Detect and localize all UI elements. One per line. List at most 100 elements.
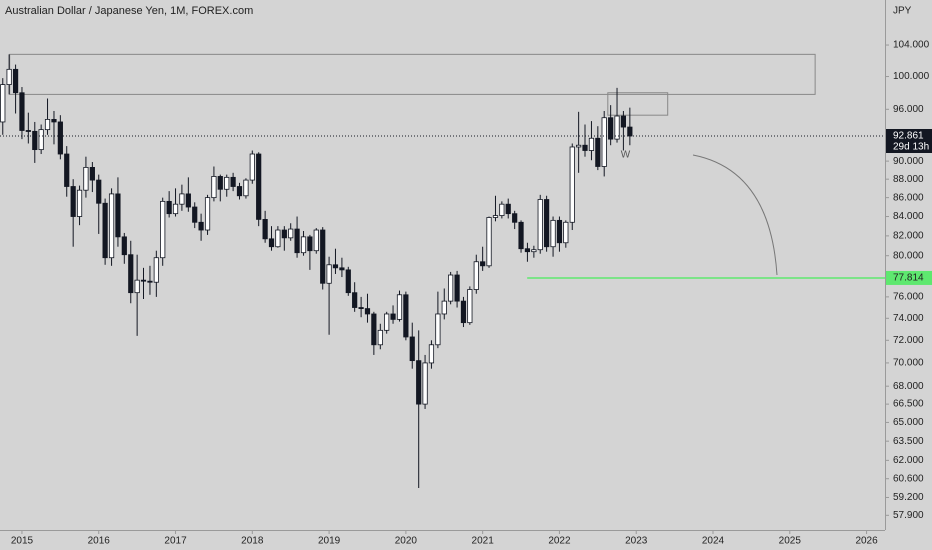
candle-body xyxy=(38,129,44,151)
candle-body xyxy=(422,362,428,405)
candle-body xyxy=(281,229,287,239)
candle-body xyxy=(185,193,191,208)
candle-body xyxy=(268,238,275,248)
candle-body xyxy=(409,336,415,362)
candle-body xyxy=(358,307,364,309)
candle-body xyxy=(313,229,319,252)
candle-body xyxy=(262,218,268,240)
candle-body xyxy=(179,193,185,205)
candle-body xyxy=(505,203,511,215)
candle-body xyxy=(582,144,588,151)
candle-body xyxy=(460,300,467,324)
candle-body xyxy=(614,115,620,140)
chart-title: Australian Dollar / Japanese Yen, 1M, FO… xyxy=(5,5,253,17)
candle-body xyxy=(377,329,383,346)
candle-body xyxy=(192,206,198,223)
y-tick-label: 86.000 xyxy=(893,192,924,203)
projection-arrow xyxy=(692,154,778,276)
candle-body xyxy=(524,248,531,253)
x-tick-label: 2021 xyxy=(472,536,495,547)
y-tick-label: 104.000 xyxy=(893,40,930,51)
y-tick-label: 59.200 xyxy=(893,492,924,503)
candle-body xyxy=(499,203,505,216)
candle-body xyxy=(140,279,147,282)
candle-body xyxy=(492,215,499,218)
y-tick-label: 90.000 xyxy=(893,156,924,167)
y-tick-label: 65.000 xyxy=(893,417,924,428)
candle-body xyxy=(102,202,108,259)
candle-body xyxy=(620,115,627,128)
candle-body xyxy=(166,200,172,215)
candle-body xyxy=(211,176,217,199)
y-tick-label: 68.000 xyxy=(893,381,924,392)
candle-body xyxy=(531,249,537,253)
candle-body xyxy=(0,84,6,123)
candle-body xyxy=(352,292,358,308)
candle-body xyxy=(108,193,115,259)
candle-body xyxy=(416,360,422,405)
y-tick-label: 80.000 xyxy=(893,250,924,261)
candle-body xyxy=(512,213,518,223)
candle-body xyxy=(563,221,569,244)
y-tick-label: 63.500 xyxy=(893,436,924,447)
candle-body xyxy=(569,146,575,223)
candle-body xyxy=(57,121,63,155)
candle-body xyxy=(32,130,38,151)
candle-body xyxy=(601,117,607,167)
candle-body xyxy=(390,313,396,320)
candle-body xyxy=(441,300,447,315)
candle-body xyxy=(300,236,307,254)
candle-body xyxy=(448,274,454,302)
candle-body xyxy=(224,176,230,190)
candle-body xyxy=(153,257,159,283)
candle-body xyxy=(307,236,313,252)
x-tick-label: 2024 xyxy=(702,536,725,547)
y-tick-label: 57.900 xyxy=(893,510,924,521)
candle-body xyxy=(454,274,460,302)
candle-body xyxy=(288,228,294,239)
x-tick-label: 2015 xyxy=(11,536,34,547)
candle-body xyxy=(76,189,83,217)
candle-body xyxy=(384,313,390,331)
y-tick-label: 82.000 xyxy=(893,231,924,242)
candle-body xyxy=(627,126,633,137)
countdown-label: 29d 13h xyxy=(893,142,929,153)
candle-body xyxy=(595,137,601,167)
candle-body xyxy=(160,200,166,259)
candle-body xyxy=(371,313,377,346)
candle-body xyxy=(332,264,339,269)
candle-body xyxy=(44,119,51,131)
y-tick-label: 84.000 xyxy=(893,211,924,222)
x-tick-label: 2026 xyxy=(855,536,878,547)
candle-body xyxy=(217,176,223,190)
y-tick-label: 76.000 xyxy=(893,292,924,303)
candle-body xyxy=(70,186,76,217)
candle-body xyxy=(320,229,326,284)
y-tick-label: 70.000 xyxy=(893,358,924,369)
y-tick-label: 88.000 xyxy=(893,174,924,185)
x-tick-label: 2023 xyxy=(625,536,648,547)
candle-body xyxy=(236,186,243,197)
candle-body xyxy=(326,264,332,284)
level-label: 77.814 xyxy=(893,273,924,284)
x-tick-label: 2016 xyxy=(88,536,111,547)
candle-body xyxy=(147,280,153,283)
candle-body xyxy=(19,92,25,131)
currency-label: JPY xyxy=(893,6,912,17)
candle-body xyxy=(115,193,121,238)
zone xyxy=(607,92,669,116)
candle-body xyxy=(294,228,300,254)
candle-body xyxy=(6,68,12,85)
x-tick-label: 2019 xyxy=(318,536,341,547)
candle-body xyxy=(364,308,371,315)
y-tick-label: 74.000 xyxy=(893,313,924,324)
candle-body xyxy=(83,166,89,191)
candle-body xyxy=(544,199,550,248)
candle-body xyxy=(25,130,31,132)
candle-body xyxy=(51,119,57,123)
candle-body xyxy=(486,217,492,267)
y-tick-label: 66.500 xyxy=(893,399,924,410)
candle-body xyxy=(403,294,409,338)
candle-body xyxy=(128,254,134,294)
